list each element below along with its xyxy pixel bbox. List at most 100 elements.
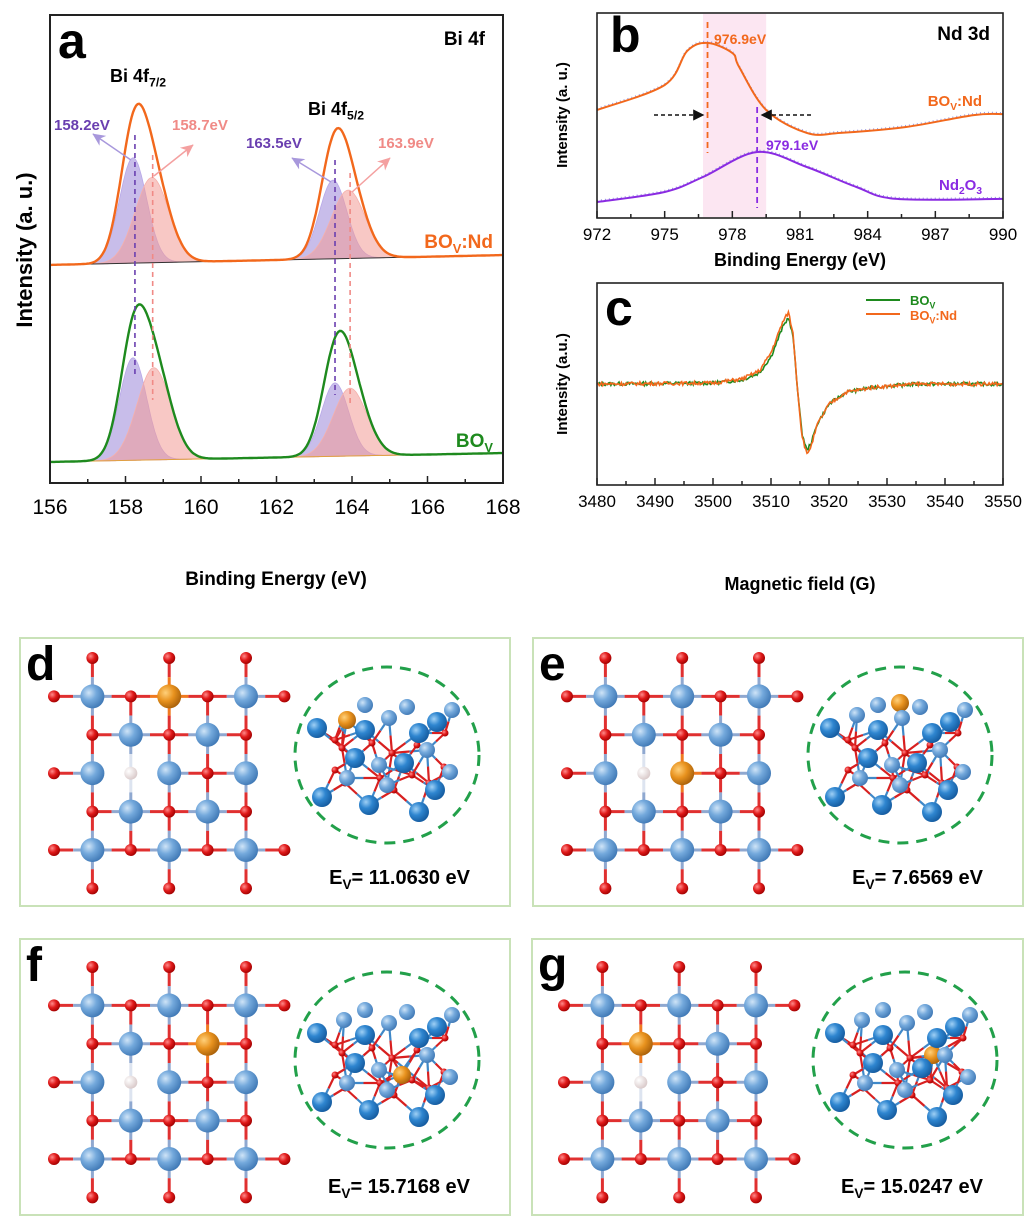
o-atom [676,805,689,818]
annotation-arrow [153,144,194,177]
o-atom [48,767,60,780]
panel-b-annotation-979-1: 979.1eV [766,137,819,153]
bi-atom [744,993,768,1018]
bi-atom [897,1082,913,1098]
o-atom [331,736,339,744]
bi-atom [830,1092,850,1112]
nd-dopant-atom [157,684,182,709]
bi-atom [444,702,460,718]
x-tick-label: 158 [108,496,143,519]
o-atom [599,882,612,895]
bi-atom [631,722,656,747]
x-tick-label: 3500 [694,492,732,511]
o-atom [48,690,60,703]
o-atom [163,728,176,741]
o-atom [240,1191,252,1204]
o-atom [753,652,765,664]
x-tick-label: 3550 [984,492,1022,511]
subscript: V [453,241,462,256]
bi-atom [371,757,387,773]
bi-atom [157,1070,182,1095]
bi-atom [744,1070,768,1095]
vacancy-formation-energy: EV= 11.0630 eV [329,867,471,892]
bi-atom [747,684,771,709]
vacancy-formation-energy: EV= 15.0247 eV [841,1176,984,1201]
panel-letter: f [26,939,43,992]
o-atom [388,1054,396,1062]
panel-c-legend: BOV BOV:Nd [866,293,957,325]
o-atom [163,652,176,664]
o-atom [331,1041,339,1049]
text-part: Nd [939,177,959,194]
fit-curve-nd2o3 [596,150,1004,203]
text-part: :Nd [957,93,982,110]
bi-atom [927,1107,947,1127]
bi-atom [857,1075,873,1091]
o-atom [753,805,765,818]
x-tick-label: 3520 [810,492,848,511]
o-atom [86,961,99,973]
o-atom [673,961,686,973]
bi-atom [927,1028,947,1048]
o-atom [921,771,929,779]
o-atom [750,1114,762,1127]
text-part: BO [456,431,485,452]
text-part: Bi 4f [110,66,150,86]
subscript: 2 [959,186,965,197]
panel-a-annotation-158-2: 158.2eV [54,117,110,134]
cluster-3d-view [806,665,994,845]
o-atom [954,729,962,737]
bi-atom [852,770,868,786]
bi-atom [157,761,182,786]
x-tick-label: 168 [485,496,520,519]
o-atom [86,1191,99,1204]
panel-a-title: Bi 4f [444,29,486,50]
structure-panel-d: d EV= 11.0630 eV [19,637,511,907]
bi-atom [157,1147,182,1171]
o-atom [86,882,99,895]
o-atom [86,728,99,741]
x-tick-label: 3490 [636,492,674,511]
subscript: V [341,1186,350,1201]
o-atom [338,1049,346,1057]
x-tick-label: 984 [853,225,881,244]
bi-atom [590,1147,615,1171]
bi-atom [894,710,910,726]
bi-atom [307,1023,327,1043]
o-atom [711,999,724,1012]
x-tick-label: 3510 [752,492,790,511]
annotation-arrow [92,133,132,161]
text-part: BO [424,232,453,253]
panel-a-y-label: Intensity (a. u.) [12,172,37,327]
x-tick-label: 987 [921,225,949,244]
bi-atom [938,780,958,800]
o-atom [676,652,689,664]
oxygen-vacancy [637,766,651,780]
o-atom [441,729,449,737]
bi-atom [705,1108,730,1133]
o-atom [413,1046,421,1054]
bi-atom [80,838,105,862]
bi-atom [399,699,415,715]
o-atom [886,1044,894,1052]
o-atom [278,844,291,856]
bi-atom [945,1017,965,1037]
x-tick-label: 156 [32,496,67,519]
bi-atom [312,1092,332,1112]
o-atom [596,1037,609,1050]
panel-c-letter: c [605,280,633,336]
panel-a-peak-label-5-2: Bi 4f5/2 [308,99,364,123]
fit-component-pink [74,367,234,462]
bi-atom [747,761,771,786]
o-atom [851,744,859,752]
bi-atom [336,1012,352,1028]
bi-atom [870,697,886,713]
bi-atom [80,993,105,1018]
o-atom [201,1153,214,1165]
bi-atom [912,699,928,715]
bi-atom [359,1100,379,1120]
panel-a-peak-label-7-2: Bi 4f7/2 [110,66,166,90]
nd-dopant-atom [393,1066,411,1084]
bi-atom [195,1108,220,1133]
o-atom [278,999,291,1012]
